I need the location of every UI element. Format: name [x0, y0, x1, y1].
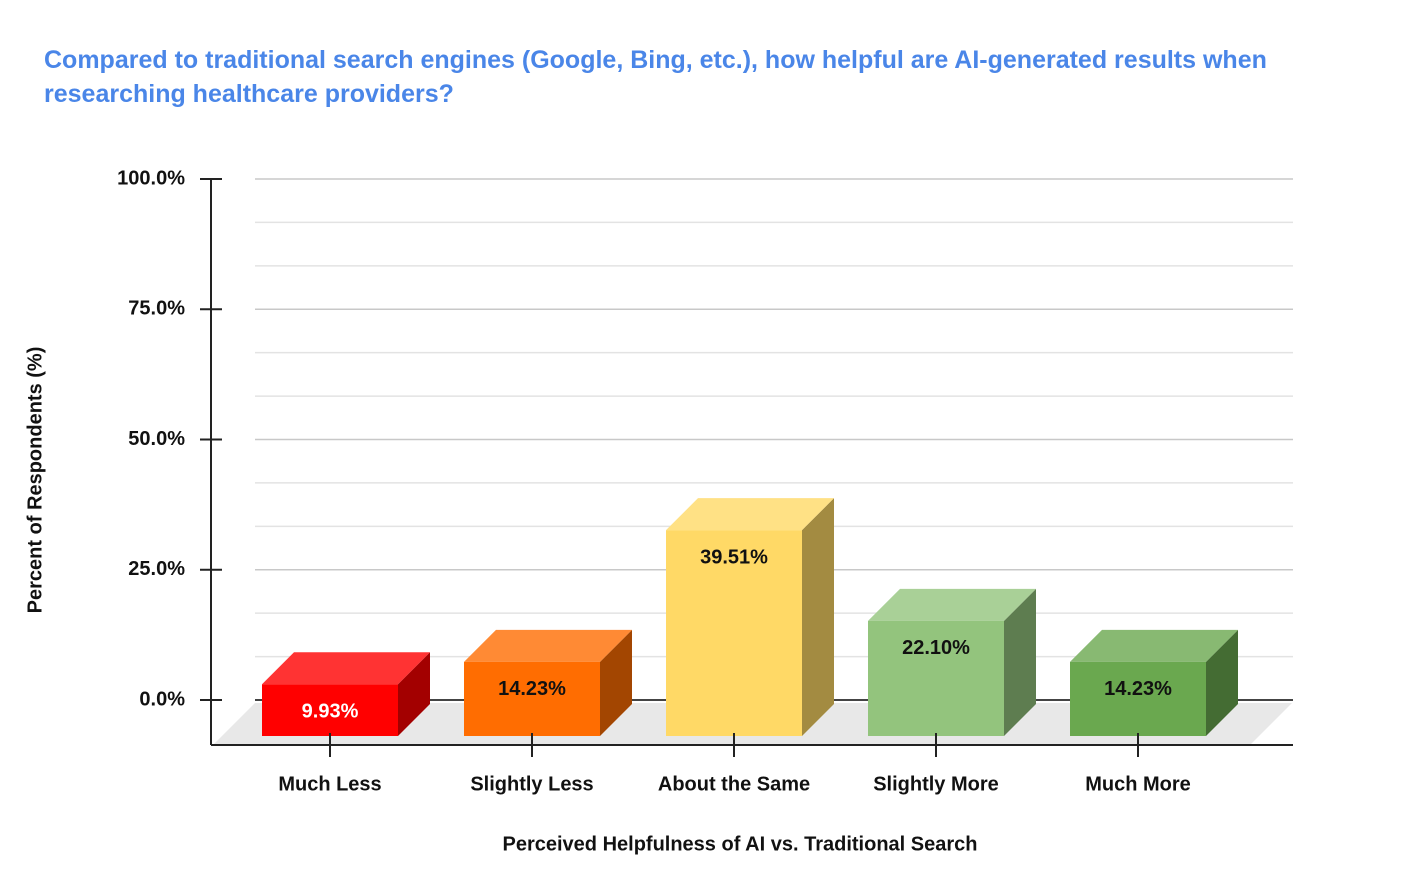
- value-label: 39.51%: [700, 546, 768, 568]
- value-label: 22.10%: [902, 637, 970, 659]
- x-tick-label: Much Less: [278, 773, 381, 795]
- bar-top: [262, 652, 430, 685]
- chart-title: Compared to traditional search engines (…: [44, 46, 1267, 108]
- value-label: 9.93%: [302, 701, 359, 723]
- bar-side: [1206, 629, 1238, 736]
- bar-top: [868, 588, 1036, 621]
- y-tick-label: 100.0%: [117, 167, 185, 189]
- y-axis-title: Percent of Respondents (%): [24, 347, 46, 614]
- x-axis-title: Perceived Helpfulness of AI vs. Traditio…: [503, 833, 978, 855]
- bar-top: [1070, 629, 1238, 662]
- x-tick-label: Much More: [1085, 773, 1191, 795]
- bar-side: [1004, 588, 1036, 736]
- bar: [868, 620, 1004, 736]
- y-tick-label: 75.0%: [128, 298, 185, 320]
- y-tick-label: 0.0%: [139, 688, 185, 710]
- bar-side: [802, 498, 834, 736]
- y-tick-label: 25.0%: [128, 558, 185, 580]
- bar: [464, 661, 600, 736]
- bar-side: [398, 652, 430, 736]
- bar-top: [666, 498, 834, 531]
- bar: [666, 530, 802, 736]
- x-tick-label: About the Same: [658, 773, 810, 795]
- bar: [1070, 661, 1206, 736]
- value-label: 14.23%: [1104, 678, 1172, 700]
- bar-side: [600, 629, 632, 736]
- bar: [262, 684, 398, 736]
- value-label: 14.23%: [498, 678, 566, 700]
- x-tick-label: Slightly Less: [470, 773, 593, 795]
- y-tick-label: 50.0%: [128, 428, 185, 450]
- bar-top: [464, 629, 632, 662]
- x-tick-label: Slightly More: [873, 773, 999, 795]
